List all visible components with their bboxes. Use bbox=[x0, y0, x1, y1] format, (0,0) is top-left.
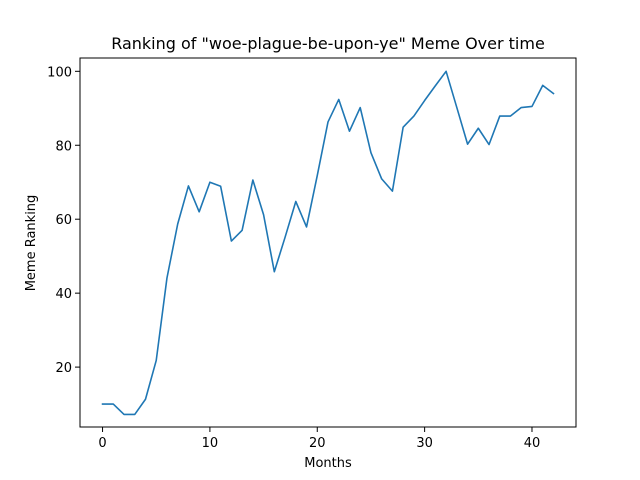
plot-frame bbox=[79, 57, 577, 428]
x-tick-label: 40 bbox=[524, 436, 541, 451]
x-axis-label: Months bbox=[304, 456, 352, 471]
y-tick-label: 60 bbox=[55, 213, 72, 228]
plot-area: 0 10 20 30 40 20 40 60 80 100 bbox=[47, 57, 577, 451]
x-tick-label: 30 bbox=[416, 436, 433, 451]
chart-title: Ranking of "woe-plague-be-upon-ye" Meme … bbox=[111, 34, 545, 53]
series-line-0 bbox=[101, 70, 555, 416]
x-tick-label: 0 bbox=[98, 436, 106, 451]
y-tick-label: 100 bbox=[47, 65, 72, 80]
x-tick-label: 20 bbox=[309, 436, 326, 451]
y-axis-label: Meme Ranking bbox=[24, 195, 39, 292]
y-tick-label: 40 bbox=[55, 287, 72, 302]
x-tick-label: 10 bbox=[202, 436, 219, 451]
y-tick-label: 80 bbox=[55, 139, 72, 154]
y-tick-label: 20 bbox=[55, 361, 72, 376]
